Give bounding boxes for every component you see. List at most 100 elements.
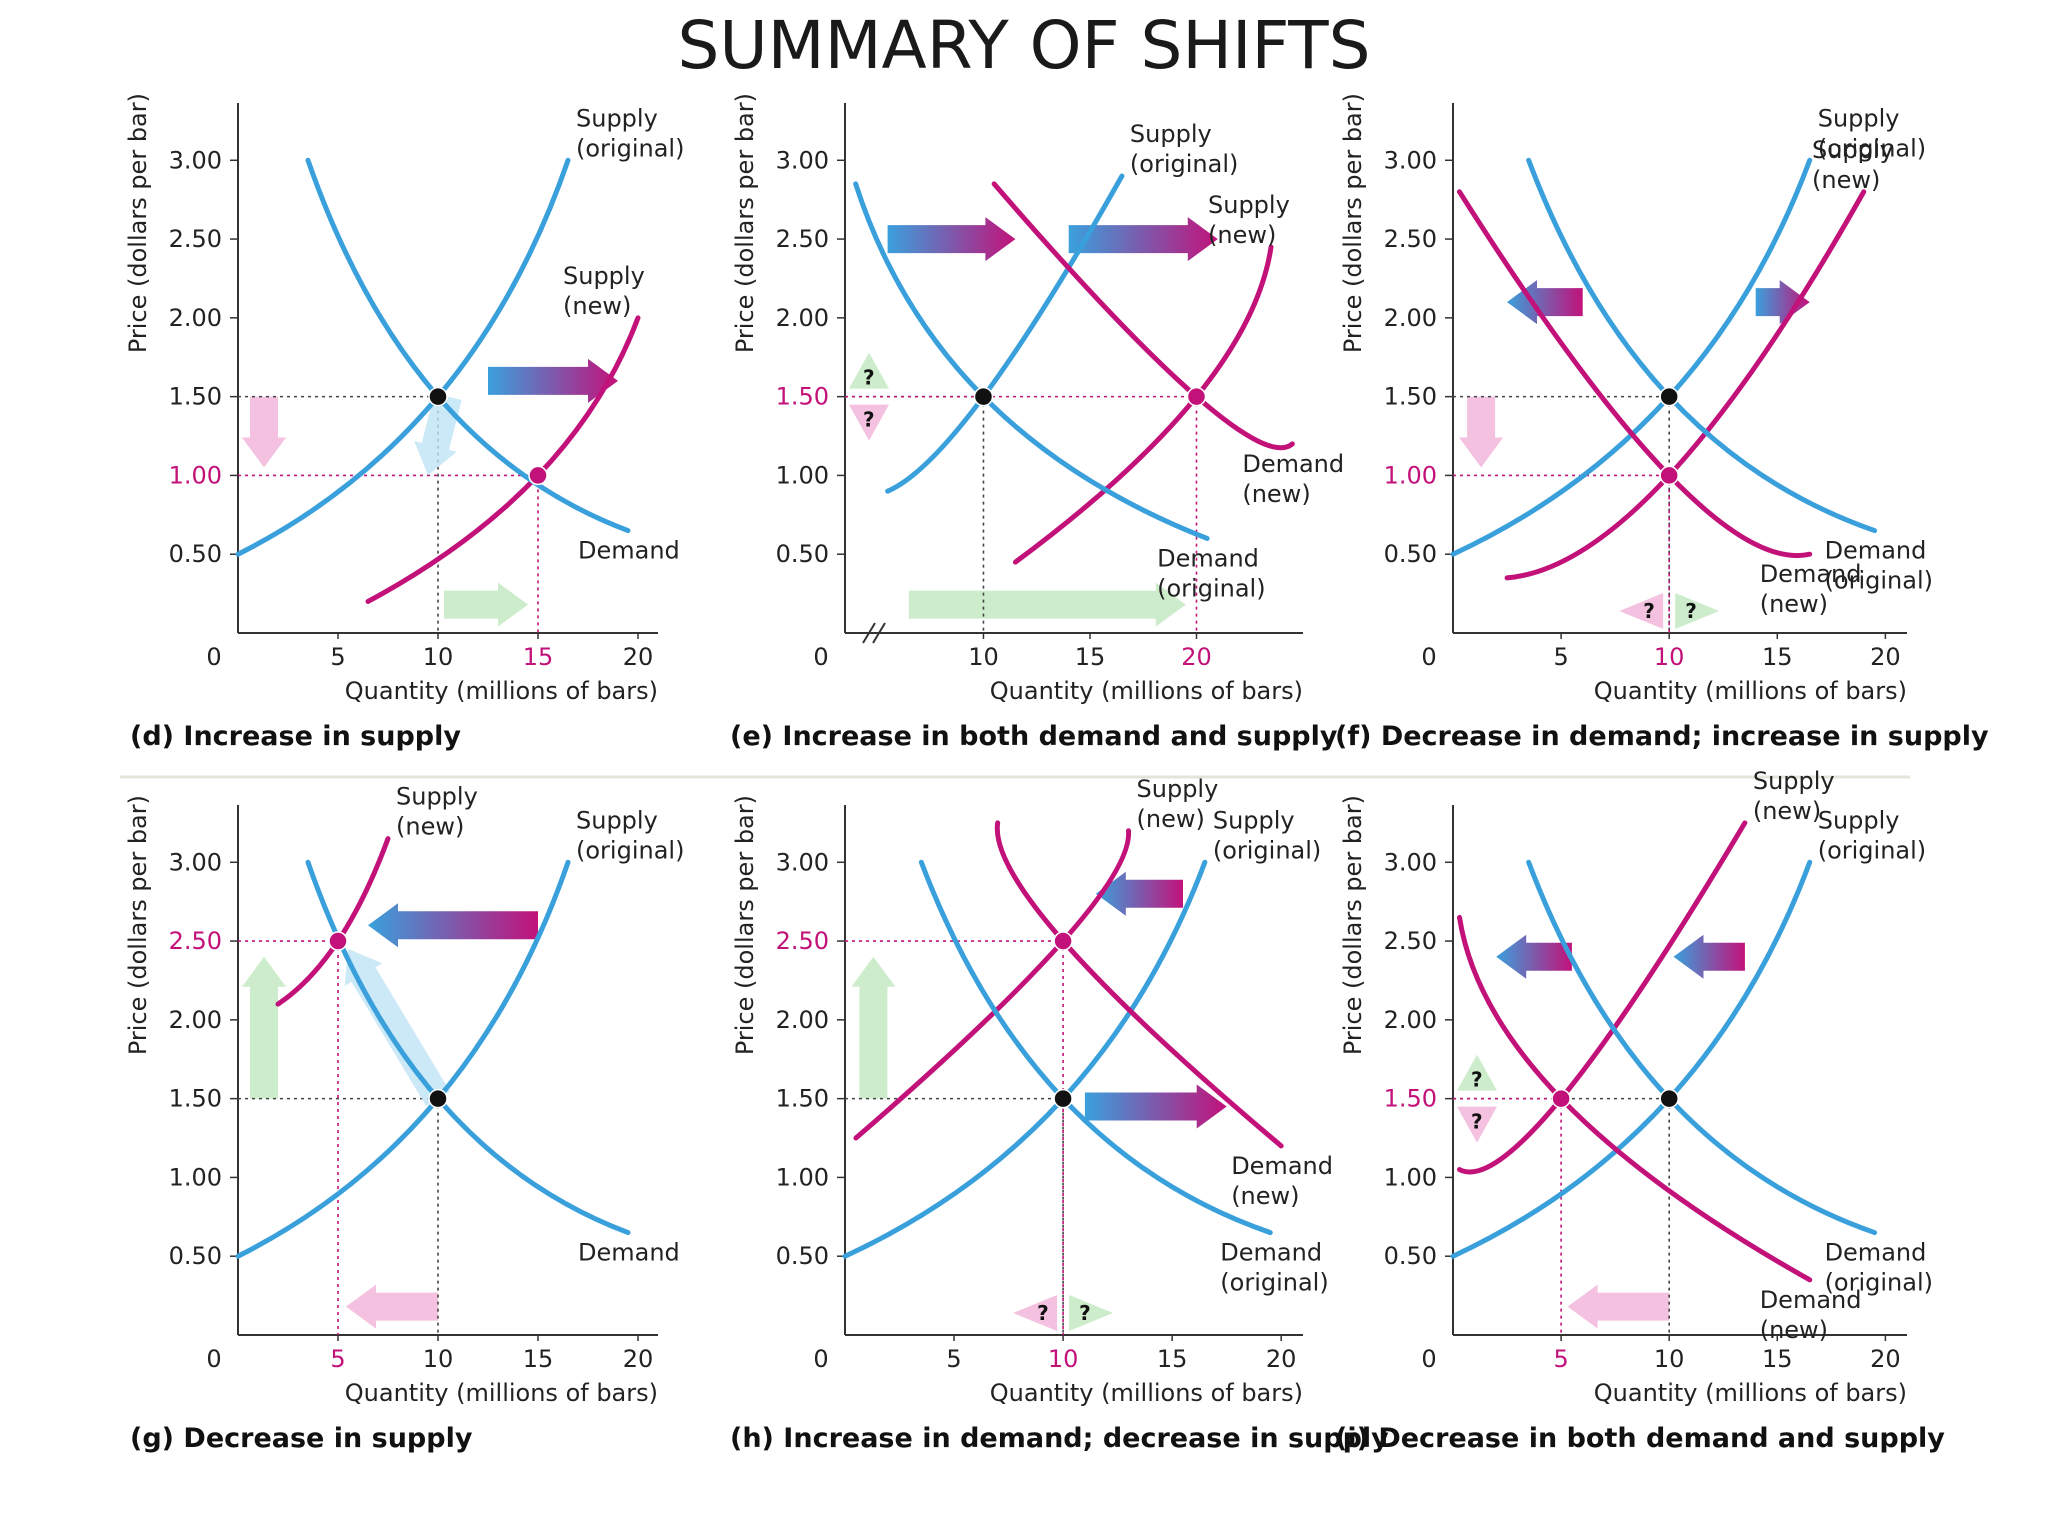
y-tick-label: 3.00 [776,848,829,876]
x-tick-label: 0 [1421,643,1436,671]
panel-d: 0.50 1.00 1.50 2.00 2.50 3.00 0 5 10 15 20 Quantity… [124,93,684,752]
shift-arrow [1084,1084,1227,1129]
y-tick-label: 2.00 [169,304,222,332]
curve-label: Supply [1818,104,1900,132]
y-tick-label: 3.00 [1384,146,1437,174]
y-axis-label: Price (dollars per bar) [1339,93,1367,353]
panel-caption: (h) Increase in demand; decrease in supp… [730,1423,1389,1454]
curve-label: Demand [1157,544,1259,572]
curve-label: Demand [1242,450,1344,478]
curve-label: Demand [578,537,680,565]
panel-f: 0.50 1.00 1.50 2.00 2.50 3.00 0 5 10 15 20 Quantity… [1335,93,1989,752]
x-axis-label: Quantity (millions of bars) [990,677,1303,705]
curve-supply-new [853,828,1132,1141]
y-tick-label: 1.50 [169,1085,222,1113]
curve-supply-new [1504,189,1867,581]
shift-arrow [887,217,1016,262]
equilibrium-point [428,1088,448,1109]
y-tick-label: 1.00 [169,1163,222,1191]
y-tick-label: 2.50 [1384,927,1437,955]
curve-label: (original) [1213,836,1321,864]
question-mark: ? [1037,1301,1049,1325]
x-tick-label: 5 [330,643,345,671]
curve-label: (original) [1825,1269,1933,1297]
panel-caption: (d) Increase in supply [130,721,461,752]
shift-arrow [242,956,286,1099]
down-question-arrow [1457,1106,1497,1143]
panel-g: 0.50 1.00 1.50 2.00 2.50 3.00 0 5 10 15 20 Quantity… [124,783,684,1454]
curve-label: Supply [576,104,658,132]
x-tick-label: 10 [423,643,454,671]
y-tick-label: 1.00 [776,1163,829,1191]
x-tick-label: 15 [1762,643,1793,671]
equilibrium-point [1186,386,1207,407]
shift-arrow [908,582,1186,627]
y-tick-label: 1.50 [1384,1085,1437,1113]
y-tick-label: 1.00 [776,461,829,489]
y-tick-label: 0.50 [1384,1242,1437,1270]
shift-arrow [488,358,618,403]
curve-label: Supply [1818,806,1900,834]
y-tick-label: 2.00 [1384,1006,1437,1034]
equilibrium-point [328,931,348,951]
x-tick-label: 15 [1762,1345,1793,1373]
shift-arrow [242,396,286,468]
curve-label: Demand [1825,1239,1927,1267]
x-tick-label: 5 [330,1345,345,1373]
y-tick-label: 1.50 [169,383,222,411]
curve-label: Demand [1220,1239,1322,1267]
y-tick-label: 2.50 [169,225,222,253]
y-tick-label: 2.00 [776,304,829,332]
up-question-arrow [849,352,889,389]
x-tick-label: 20 [1266,1345,1297,1373]
movement-arrow [344,948,450,1106]
y-tick-label: 1.50 [776,383,829,411]
y-tick-label: 1.50 [1384,383,1437,411]
question-mark: ? [1471,1068,1483,1092]
y-tick-label: 2.00 [776,1006,829,1034]
question-mark: ? [1643,599,1655,623]
y-tick-label: 3.00 [1384,848,1437,876]
page-title: SUMMARY OF SHIFTS [677,7,1371,84]
curve-label: (original) [1130,150,1238,178]
y-tick-label: 2.00 [169,1006,222,1034]
y-tick-label: 2.50 [1384,225,1437,253]
equilibrium-point [973,386,994,407]
x-tick-label: 0 [1421,1345,1436,1373]
equilibrium-point [428,386,448,407]
shift-arrow [368,903,538,948]
x-tick-label: 5 [1553,1345,1568,1373]
y-tick-label: 0.50 [169,1242,222,1270]
question-mark: ? [1685,599,1697,623]
curve-label: Supply [1753,767,1835,795]
curve-supply-original [1450,859,1813,1259]
panel-caption: (e) Increase in both demand and supply [730,721,1338,752]
curve-label: Demand [1760,1286,1862,1314]
right-question-arrow [1675,593,1720,629]
curve-label: (original) [1220,1269,1328,1297]
curve-label: (new) [1137,805,1205,833]
curve-label: (original) [1818,836,1926,864]
panel-caption: (g) Decrease in supply [130,1423,473,1454]
y-tick-label: 0.50 [776,540,829,568]
curve-label: (new) [1208,221,1276,249]
y-axis-label: Price (dollars per bar) [1339,795,1367,1055]
curve-supply-original [1450,157,1813,557]
x-tick-label: 10 [1048,1345,1079,1373]
x-tick-label: 15 [1075,643,1106,671]
x-tick-label: 5 [946,1345,961,1373]
y-axis-label: Price (dollars per bar) [731,795,759,1055]
y-tick-label: 2.50 [776,927,829,955]
y-axis-label: Price (dollars per bar) [124,795,152,1055]
y-axis-label: Price (dollars per bar) [124,93,152,353]
equilibrium-point [528,465,548,486]
curve-label: (new) [1231,1182,1299,1210]
curve-supply-new [1456,820,1748,1175]
y-tick-label: 1.00 [1384,1163,1437,1191]
y-tick-label: 2.50 [776,225,829,253]
equilibrium-point [1551,1088,1571,1109]
panel-e: 0.50 1.00 1.50 2.00 2.50 3.00 0 10 15 20 Quantity … [730,93,1344,752]
curve-label: (original) [576,134,684,162]
x-tick-label: 0 [813,643,828,671]
